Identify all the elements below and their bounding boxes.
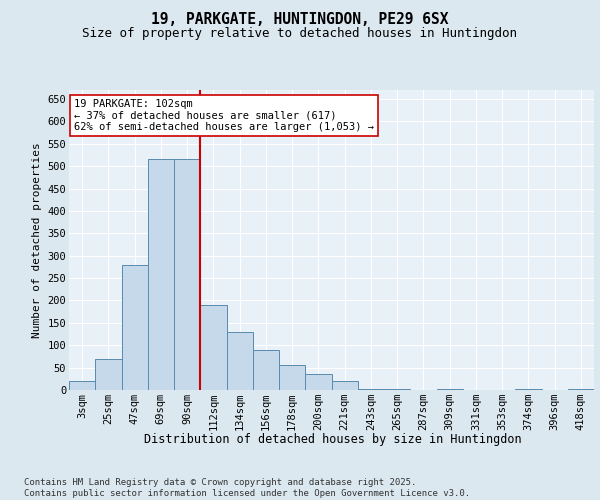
Bar	[121, 264, 148, 390]
Bar	[148, 160, 174, 390]
Text: 19 PARKGATE: 102sqm
← 37% of detached houses are smaller (617)
62% of semi-detac: 19 PARKGATE: 102sqm ← 37% of detached ho…	[74, 99, 374, 132]
Text: Contains HM Land Registry data © Crown copyright and database right 2025.
Contai: Contains HM Land Registry data © Crown c…	[24, 478, 470, 498]
Bar	[384, 388, 410, 390]
Bar	[358, 388, 384, 390]
Text: 19, PARKGATE, HUNTINGDON, PE29 6SX: 19, PARKGATE, HUNTINGDON, PE29 6SX	[151, 12, 449, 28]
Bar	[174, 160, 200, 390]
Bar	[227, 332, 253, 390]
Bar	[568, 388, 594, 390]
Bar	[331, 381, 358, 390]
Bar	[253, 350, 279, 390]
Bar	[200, 305, 227, 390]
Bar	[69, 381, 95, 390]
Bar	[95, 358, 121, 390]
Text: Size of property relative to detached houses in Huntingdon: Size of property relative to detached ho…	[83, 28, 517, 40]
Bar	[515, 388, 542, 390]
Y-axis label: Number of detached properties: Number of detached properties	[32, 142, 42, 338]
Bar	[305, 374, 331, 390]
Bar	[437, 388, 463, 390]
Bar	[279, 366, 305, 390]
Text: Distribution of detached houses by size in Huntingdon: Distribution of detached houses by size …	[144, 432, 522, 446]
